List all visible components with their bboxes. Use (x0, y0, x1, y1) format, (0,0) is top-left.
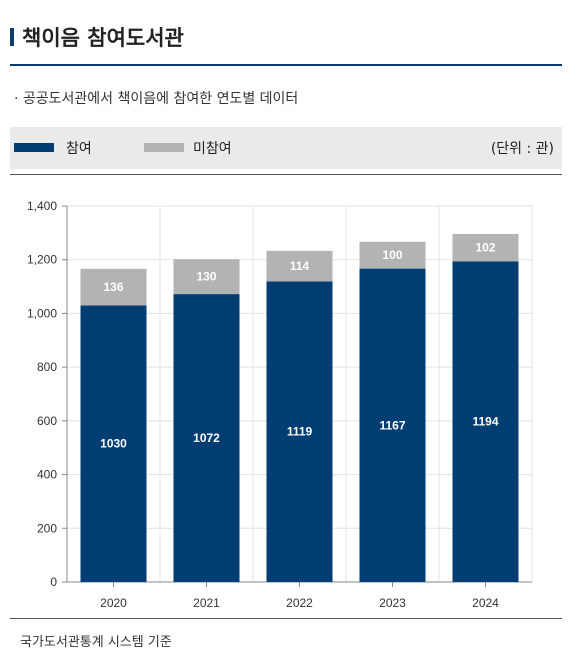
legend-label-non: 미참여 (193, 141, 232, 157)
x-tick-label-2021: 2021 (193, 596, 220, 610)
bar-join-2023 (359, 268, 426, 582)
legend-swatch-join (14, 143, 54, 152)
title-divider (10, 64, 562, 66)
x-tick-label-2023: 2023 (379, 596, 406, 610)
legend-label-join: 참여 (66, 141, 92, 157)
data-label-non-2021: 130 (196, 270, 216, 284)
data-label-non-2022: 114 (290, 259, 310, 273)
chart-description: · 공공도서관에서 책이음에 참여한 연도별 데이터 (14, 91, 299, 107)
y-tick-label: 800 (37, 360, 57, 374)
y-tick-label: 1,400 (27, 199, 57, 213)
legend-swatch-non (144, 143, 184, 152)
bar-non-2020 (80, 268, 147, 306)
data-label-join-2023: 1167 (379, 418, 405, 432)
bar-join-2020 (80, 305, 147, 582)
bar-join-2024 (452, 261, 519, 582)
data-label-join-2022: 1119 (287, 425, 313, 439)
data-label-join-2024: 1194 (472, 415, 498, 429)
bar-join-2022 (266, 281, 333, 582)
data-label-join-2020: 1030 (100, 437, 127, 451)
data-label-non-2020: 136 (103, 280, 123, 294)
x-tick-label-2024: 2024 (472, 596, 499, 610)
bar-non-2024 (452, 233, 519, 262)
title-accent-bar (10, 28, 14, 46)
x-tick-label-2020: 2020 (100, 596, 127, 610)
bar-non-2022 (266, 250, 333, 282)
source-note: 국가도서관통계 시스템 기준 (20, 635, 172, 650)
legend-bar (10, 127, 562, 169)
data-label-non-2023: 100 (382, 248, 402, 262)
bar-join-2021 (173, 294, 240, 582)
x-tick-label-2022: 2022 (286, 596, 313, 610)
data-label-join-2021: 1072 (193, 431, 220, 445)
y-tick-label: 200 (37, 521, 57, 535)
y-tick-label: 1,000 (27, 306, 57, 320)
legend-divider (10, 174, 562, 175)
y-tick-label: 600 (37, 414, 57, 428)
stacked-bar-chart: 0 200 400 600 800 1,000 1,200 1,400 1030 136 2020 1… (27, 199, 533, 610)
y-tick-label: 1,200 (27, 253, 57, 267)
bar-non-2023 (359, 241, 426, 269)
y-tick-label: 0 (50, 575, 57, 589)
bar-non-2021 (173, 259, 240, 295)
page-title: 책이음 참여도서관 (22, 26, 184, 50)
unit-label: (단위 : 관) (490, 141, 554, 157)
data-label-non-2024: 102 (475, 241, 495, 255)
y-tick-label: 400 (37, 468, 57, 482)
footer-divider (10, 618, 562, 619)
